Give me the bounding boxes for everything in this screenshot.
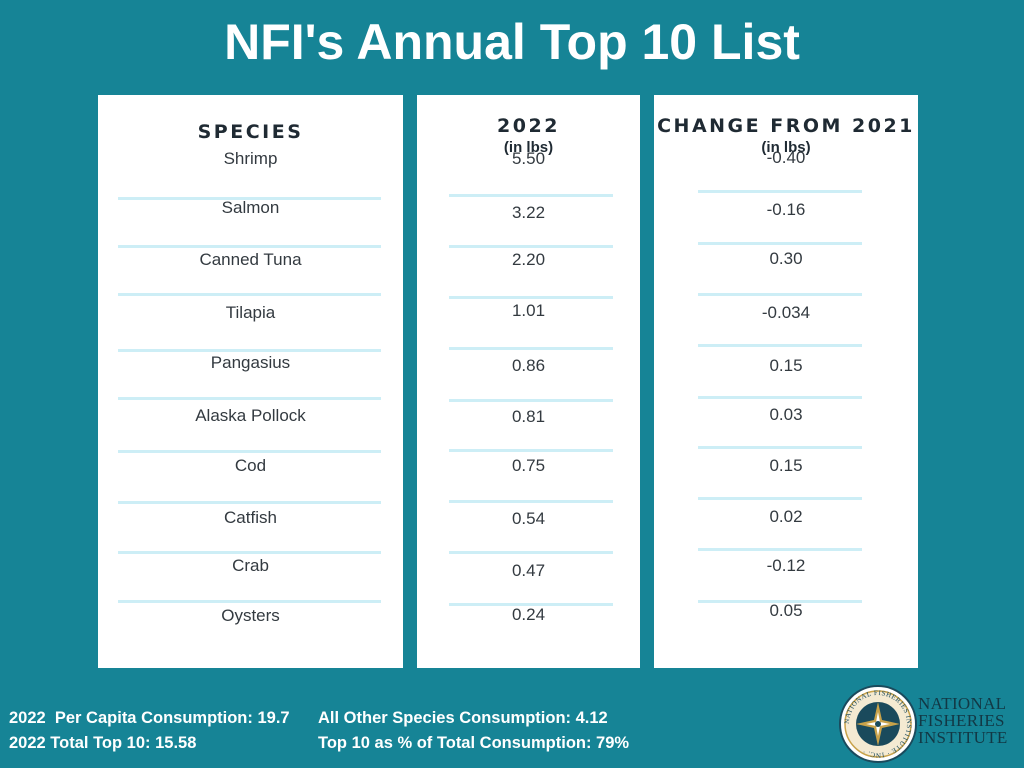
total-top10-stat: 2022 Total Top 10: 15.58 [9, 734, 197, 752]
row-divider [449, 551, 613, 554]
row-divider [118, 245, 381, 248]
row-divider [449, 500, 613, 503]
row-divider [118, 349, 381, 352]
change-from-2021-cell: -0.40 [766, 148, 806, 167]
row-divider [698, 497, 862, 500]
species-cell: Alaska Pollock [195, 406, 306, 425]
species-cell: Crab [232, 556, 269, 575]
row-divider [698, 242, 862, 245]
nfi-logo-seal: NATIONAL FISHERIES INSTITUTE · INC. · [839, 685, 917, 763]
logo-line-3: INSTITUTE [918, 728, 1008, 747]
change-header: CHANGE FROM 2021 [657, 115, 915, 137]
row-divider [698, 293, 862, 296]
species-cell: Catfish [224, 508, 277, 527]
footer-right: All Other Species Consumption: 4.12 Top … [318, 706, 629, 756]
change-from-2021-cell: -0.16 [766, 200, 806, 219]
change-unit: (in lbs) [761, 139, 811, 156]
species-cell: Oysters [221, 606, 280, 625]
value-2022-cell: 0.47 [511, 561, 546, 580]
year-unit: (in lbs) [503, 139, 554, 156]
value-2022-cell: 0.81 [511, 407, 546, 426]
value-2022-cell: 0.86 [511, 356, 546, 375]
value-2022-cell: 3.22 [511, 203, 546, 222]
value-2022-cell: 5.50 [511, 149, 546, 168]
species-cell: Cod [234, 456, 267, 475]
logo-line-1: NATIONAL [918, 694, 1007, 713]
value-2022-cell: 0.75 [511, 456, 546, 475]
row-divider [698, 600, 862, 603]
year-header: 2022 [497, 115, 560, 137]
row-divider [118, 501, 381, 504]
value-2022-cell: 0.54 [511, 509, 546, 528]
row-divider [449, 245, 613, 248]
row-divider [698, 190, 862, 193]
year-panel: 2022 (in lbs) 5.50 3.22 2.20 1.01 0.86 0.81 0.… [417, 95, 640, 668]
species-cell: Pangasius [210, 353, 291, 372]
row-divider [118, 197, 381, 200]
top10-pct-stat: Top 10 as % of Total Consumption: 79% [318, 734, 630, 752]
logo-line-2: FISHERIES [918, 711, 1005, 730]
row-divider [118, 293, 381, 296]
species-cell: Canned Tuna [199, 250, 302, 269]
row-divider [449, 603, 613, 606]
species-header: SPECIES [197, 121, 304, 143]
row-divider [118, 551, 381, 554]
page-title: NFI's Annual Top 10 List [224, 14, 800, 70]
row-divider [698, 446, 862, 449]
footer-left: 2022 Per Capita Consumption: 19.7 2022 T… [9, 706, 290, 756]
change-from-2021-cell: -0.12 [766, 556, 806, 575]
change-from-2021-cell: 0.02 [769, 507, 803, 526]
change-from-2021-cell: -0.034 [761, 303, 811, 322]
species-cell: Tilapia [225, 303, 276, 322]
change-from-2021-cell: 0.15 [769, 456, 803, 475]
row-divider [449, 449, 613, 452]
species-panel: SPECIES Shrimp Salmon Canned Tuna Tilapia Pa… [98, 95, 403, 668]
change-from-2021-cell: 0.15 [769, 356, 803, 375]
change-panel: CHANGE FROM 2021 (in lbs) -0.40 -0.16 0.30… [654, 95, 918, 668]
species-cell: Salmon [221, 198, 280, 217]
row-divider [118, 600, 381, 603]
value-2022-cell: 1.01 [511, 301, 546, 320]
row-divider [449, 399, 613, 402]
row-divider [449, 347, 613, 350]
change-from-2021-cell: 0.30 [769, 249, 803, 268]
row-divider [118, 397, 381, 400]
other-species-stat: All Other Species Consumption: 4.12 [318, 709, 608, 727]
row-divider [698, 396, 862, 399]
value-2022-cell: 0.24 [511, 605, 546, 624]
species-cell: Shrimp [223, 149, 278, 168]
logo-wordmark: NATIONAL FISHERIES INSTITUTE [918, 695, 1008, 746]
row-divider [449, 194, 613, 197]
row-divider [698, 344, 862, 347]
row-divider [118, 450, 381, 453]
value-2022-cell: 2.20 [511, 250, 546, 269]
change-from-2021-cell: 0.05 [769, 601, 803, 620]
per-capita-stat: 2022 Per Capita Consumption: 19.7 [9, 709, 290, 727]
change-from-2021-cell: 0.03 [769, 405, 803, 424]
row-divider [449, 296, 613, 299]
row-divider [698, 548, 862, 551]
